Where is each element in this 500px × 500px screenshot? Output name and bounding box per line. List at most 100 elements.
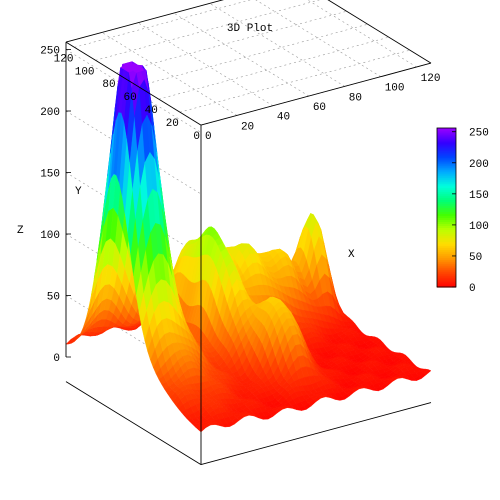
y-tick-label: 40 [145,105,158,117]
y-axis-label: Y [75,186,82,198]
colorbar-segment [437,191,456,195]
chart-title: 3D Plot [227,23,273,35]
colorbar-segment [437,149,456,153]
colorbar-tick-label: 50 [469,252,482,264]
colorbar-segment [437,233,456,236]
x-tick-label: 100 [385,83,405,95]
box-edge [200,402,432,466]
colorbar-segment [437,269,456,272]
y-tick-label: 80 [102,79,115,91]
x-tick-label: 0 [205,131,212,143]
colorbar: 0 50 100 150 200 250 [436,127,489,295]
colorbar-tick-label: 0 [469,283,476,295]
x-tick-label: 120 [421,73,441,85]
grid-line [65,233,202,318]
colorbar-segment [437,267,456,270]
grid-line [65,49,202,133]
colorbar-segment [437,231,456,234]
grid-line [307,0,417,68]
colorbar-segment [437,207,456,211]
colorbar-segment [437,173,456,177]
colorbar-tick-label: 150 [469,190,489,202]
colorbar-segment [437,247,456,250]
colorbar-segment [437,159,456,163]
colorbar-segment [437,259,456,262]
colorbar-segment [437,135,456,139]
colorbar-segment [437,129,456,133]
colorbar-segment [437,223,456,226]
box-edges [65,0,432,466]
colorbar-segment [437,205,456,209]
colorbar-segment [437,229,456,232]
colorbar-segment [437,139,456,143]
x-tick-label: 80 [349,92,362,104]
colorbar-segment [437,211,456,215]
colorbar-segment [437,189,456,193]
colorbar-segment [437,261,456,264]
colorbar-segment [437,273,456,276]
grid-line [101,32,238,116]
colorbar-segment [437,203,456,207]
colorbar-segment [437,271,456,274]
grid-line [65,110,202,195]
colorbar-segment [437,215,456,219]
surface-layer [65,61,432,433]
colorbar-segment [437,163,456,167]
z-tick-label: 50 [47,292,60,304]
colorbar-segment [437,187,456,191]
colorbar-segment [437,145,456,149]
colorbar-segment [437,255,456,258]
x-tick-label: 40 [277,112,290,124]
colorbar-segment [437,275,456,278]
colorbar-segment [437,177,456,181]
colorbar-segment [437,141,456,145]
colorbar-segment [437,197,456,201]
colorbar-segment [437,221,456,224]
colorbar-segment [437,143,456,147]
z-tick-label: 100 [40,230,60,242]
colorbar-segment [437,195,456,199]
grid-line [179,49,410,113]
box-edge [65,41,202,126]
colorbar-segment [437,245,456,248]
grid-line [116,10,347,74]
y-tick-label: 100 [75,66,95,78]
colorbar-segment [437,133,456,137]
box-edge [327,0,432,64]
colorbar-segment [437,235,456,238]
grid-line [255,0,381,77]
colorbar-segment [437,171,456,175]
surface-patch [423,369,432,375]
colorbar-segment [437,285,456,288]
grid-line [173,12,309,97]
colorbar-segment [437,147,456,151]
y-tick-label: 120 [54,53,74,65]
colorbar-segment [437,251,456,254]
box-edge [65,0,224,43]
z-tick-label: 0 [53,353,60,365]
colorbar-segment [437,155,456,159]
colorbar-segment [437,175,456,179]
y-tick-label: 20 [166,118,179,130]
z-tick-label: 150 [40,169,60,181]
grid-line [95,0,321,61]
colorbar-tick-label: 200 [469,159,489,171]
colorbar-segment [437,151,456,155]
y-tick-label: 0 [193,131,200,143]
box-edge [65,381,202,465]
grid-line [137,22,274,107]
x-axis-label: X [348,249,355,261]
colorbar-segment [437,131,456,135]
colorbar-segment [437,253,456,256]
colorbar-segment [437,281,456,284]
colorbar-segment [437,165,456,169]
colorbar-segment [437,179,456,183]
colorbar-segment [437,217,456,221]
colorbar-segment [437,265,456,268]
grid-line [209,3,345,87]
colorbar-segment [437,137,456,141]
colorbar-segment [437,209,456,213]
colorbar-segment [437,227,456,230]
x-tick-label: 20 [241,121,254,133]
